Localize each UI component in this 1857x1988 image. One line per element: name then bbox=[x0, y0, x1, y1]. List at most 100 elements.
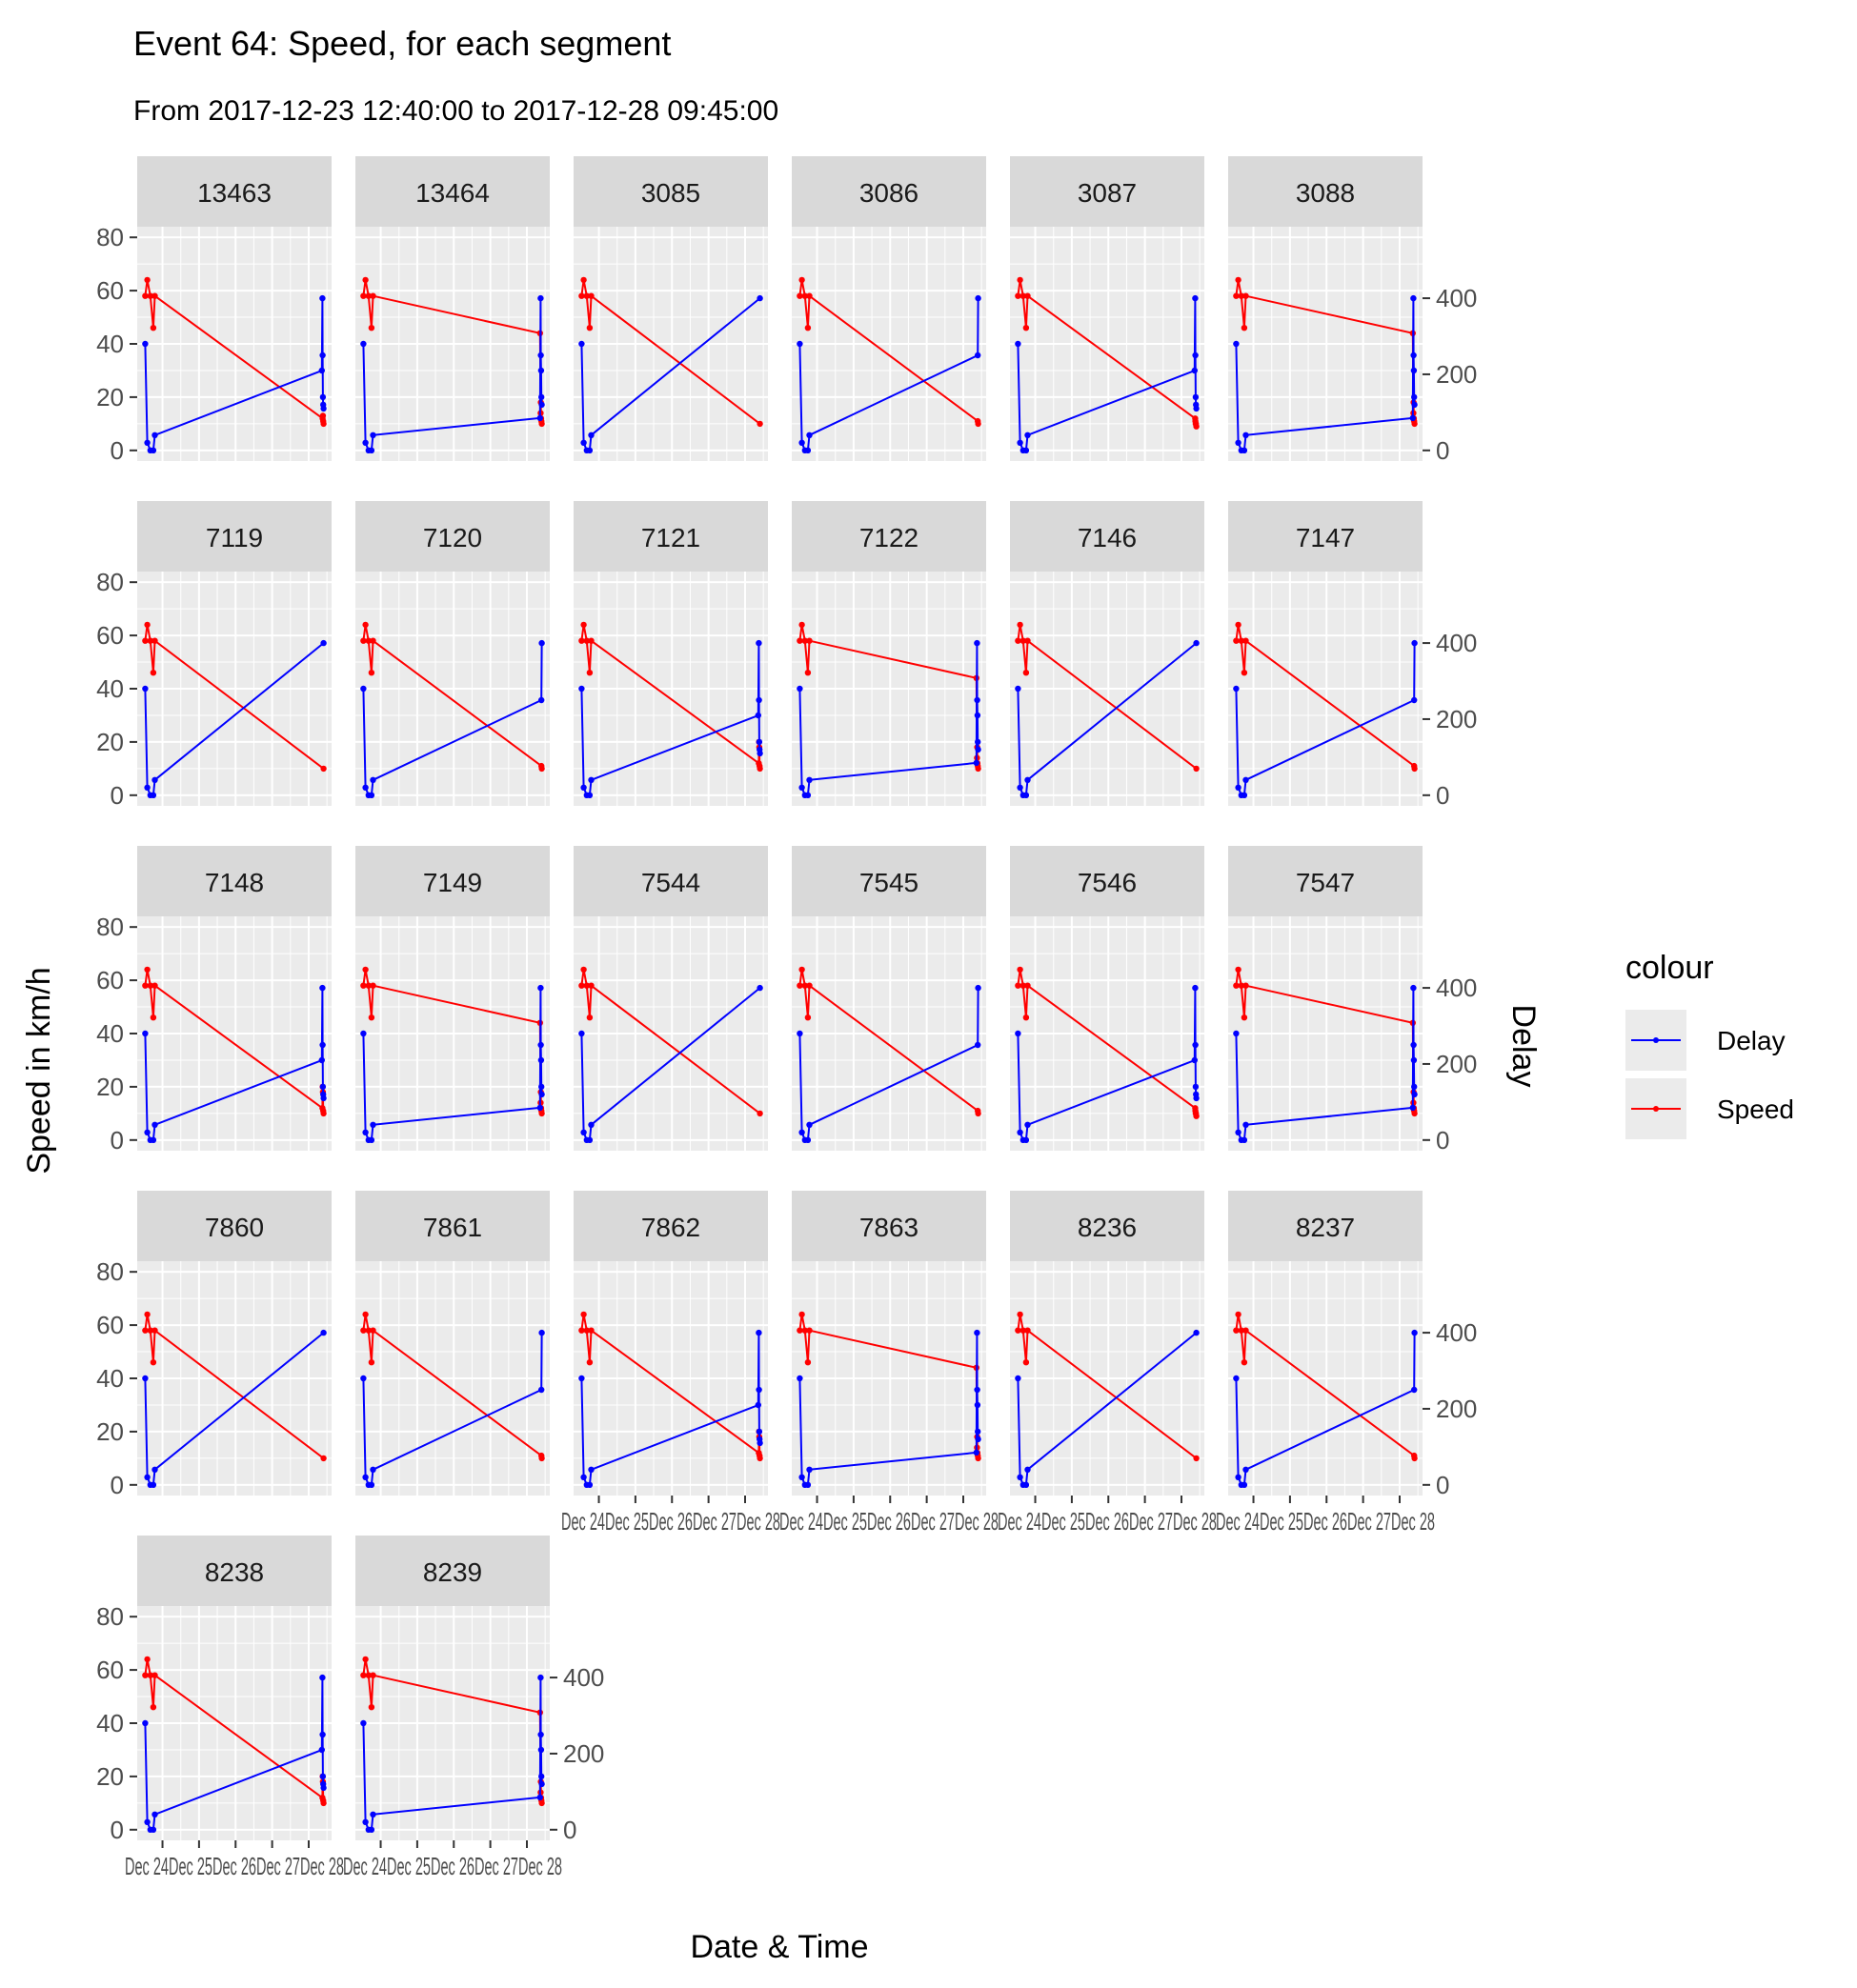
delay-point bbox=[1409, 414, 1417, 422]
facet-panel-7544: 7544 bbox=[574, 846, 768, 1151]
delay-point bbox=[537, 1041, 544, 1049]
speed-point bbox=[365, 982, 372, 989]
delay-point bbox=[538, 1386, 545, 1394]
delay-point bbox=[1017, 1129, 1023, 1136]
delay-point bbox=[368, 1826, 375, 1834]
delay-point bbox=[973, 759, 979, 767]
y-tick-label: 60 bbox=[96, 1311, 124, 1339]
speed-point bbox=[1193, 765, 1200, 773]
delay-point bbox=[756, 1428, 763, 1436]
delay-point bbox=[588, 1466, 595, 1474]
y2-tick-label: 0 bbox=[563, 1816, 576, 1844]
speed-point bbox=[142, 982, 149, 989]
delay-point bbox=[150, 1826, 157, 1834]
speed-point bbox=[798, 1311, 805, 1318]
speed-point bbox=[1233, 982, 1240, 989]
speed-point bbox=[365, 292, 372, 299]
y-tick-label: 80 bbox=[96, 223, 124, 251]
speed-line bbox=[580, 1314, 761, 1459]
delay-point bbox=[1191, 1056, 1199, 1064]
delay-point bbox=[1411, 1083, 1418, 1091]
facet-strip bbox=[792, 846, 986, 916]
delay-point bbox=[757, 750, 763, 757]
speed-point bbox=[1233, 292, 1240, 299]
speed-point bbox=[368, 670, 375, 676]
facet-strip bbox=[1010, 156, 1204, 227]
delay-point bbox=[974, 351, 981, 359]
delay-point bbox=[1411, 393, 1418, 401]
speed-point bbox=[1015, 637, 1021, 644]
speed-point bbox=[1017, 276, 1023, 284]
facet-strip-label: 7147 bbox=[1296, 523, 1355, 552]
delay-point bbox=[360, 1375, 367, 1382]
delay-point bbox=[1235, 1474, 1241, 1481]
legend-label-speed: Speed bbox=[1717, 1094, 1794, 1124]
speed-point bbox=[1233, 1327, 1240, 1334]
speed-point bbox=[538, 1455, 545, 1462]
delay-point bbox=[319, 1083, 327, 1091]
y-tick-label: 80 bbox=[96, 568, 124, 596]
y-tick-label: 60 bbox=[96, 276, 124, 305]
delay-point bbox=[319, 351, 326, 359]
delay-point bbox=[537, 367, 545, 374]
speed-point bbox=[319, 412, 327, 419]
facet-panel-7545: 7545 bbox=[792, 846, 986, 1151]
delay-point bbox=[1241, 792, 1248, 798]
speed-point bbox=[1411, 1110, 1418, 1117]
speed-point bbox=[1242, 637, 1249, 644]
delay-point bbox=[144, 1474, 151, 1481]
speed-point bbox=[1238, 637, 1245, 644]
facet-panel-7149: 7149 bbox=[355, 846, 550, 1151]
facet-strip-label: 3085 bbox=[641, 178, 700, 208]
speed-point bbox=[1193, 1113, 1200, 1119]
delay-point bbox=[151, 776, 158, 783]
delay-point bbox=[370, 432, 376, 438]
delay-point bbox=[318, 1746, 325, 1754]
facet-strip-label: 13463 bbox=[197, 178, 272, 208]
facet-panel-8238: 8238 0 20 40 60 80 Dec 24Dec 25Dec 26Dec 27Dec… bbox=[96, 1536, 344, 1880]
speed-point bbox=[806, 1327, 813, 1334]
speed-point bbox=[142, 637, 149, 644]
y2-tick-label: 400 bbox=[563, 1663, 604, 1692]
delay-point bbox=[368, 1481, 375, 1489]
speed-point bbox=[757, 420, 763, 428]
delay-point bbox=[974, 1401, 981, 1409]
speed-point bbox=[368, 1359, 375, 1366]
facet-strip bbox=[1010, 1191, 1204, 1261]
speed-point bbox=[1024, 982, 1031, 989]
speed-point bbox=[1235, 966, 1241, 974]
facet-strip bbox=[1228, 846, 1423, 916]
delay-point bbox=[1192, 984, 1199, 992]
y2-tick-label: 200 bbox=[1436, 705, 1477, 733]
delay-point bbox=[1411, 639, 1418, 647]
delay-point bbox=[368, 447, 375, 453]
facet-strip bbox=[792, 156, 986, 227]
delay-point bbox=[1235, 439, 1241, 446]
facet-strip-label: 7148 bbox=[205, 868, 264, 897]
delay-point bbox=[1022, 1481, 1030, 1489]
delay-point bbox=[1233, 1375, 1240, 1382]
facet-panel-7546: 7546 bbox=[1010, 846, 1204, 1151]
delay-point bbox=[578, 1375, 585, 1382]
speed-point bbox=[801, 1327, 808, 1334]
speed-point bbox=[144, 966, 151, 974]
speed-point bbox=[1017, 966, 1023, 974]
facet-panel-7547: 7547 0 200 400 bbox=[1228, 846, 1477, 1155]
delay-point bbox=[1017, 439, 1023, 446]
speed-point bbox=[1015, 982, 1021, 989]
facet-strip-label: 13464 bbox=[415, 178, 490, 208]
delay-point bbox=[1193, 639, 1200, 647]
speed-point bbox=[1242, 982, 1249, 989]
speed-point bbox=[1019, 637, 1027, 644]
chart-subtitle: From 2017-12-23 12:40:00 to 2017-12-28 0… bbox=[133, 95, 778, 127]
facet-panel-3087: 3087 bbox=[1010, 156, 1204, 461]
y-tick-label: 60 bbox=[96, 966, 124, 994]
y2-tick-label: 400 bbox=[1436, 284, 1477, 312]
legend-key-speed-point bbox=[1653, 1106, 1659, 1112]
delay-point bbox=[1235, 1129, 1241, 1136]
speed-point bbox=[588, 637, 595, 644]
delay-point bbox=[151, 1811, 158, 1818]
speed-point bbox=[804, 1014, 812, 1021]
delay-point bbox=[974, 1386, 980, 1394]
